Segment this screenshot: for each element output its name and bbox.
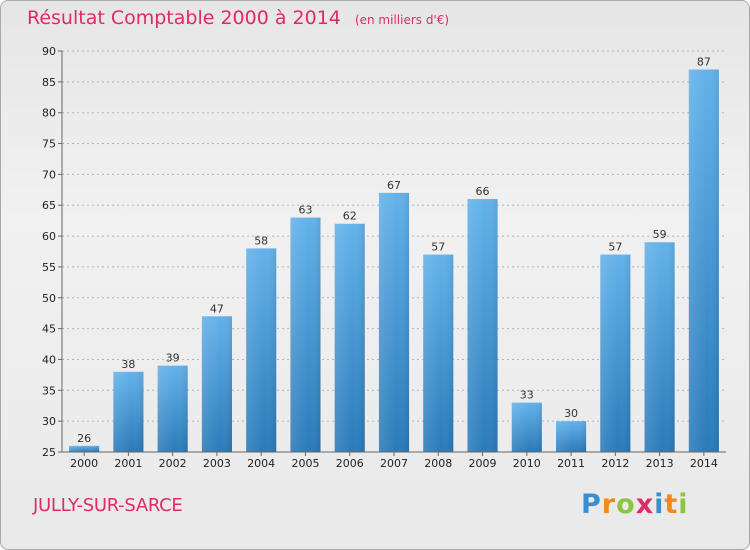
- y-tick-label: 85: [42, 76, 56, 89]
- x-tick-label: 2008: [424, 457, 452, 470]
- y-tick-label: 30: [42, 415, 56, 428]
- bar-shade: [113, 371, 144, 452]
- x-tick-label: 2013: [646, 457, 674, 470]
- bar-value-label: 39: [166, 352, 180, 365]
- y-tick-label: 35: [42, 384, 56, 397]
- bar-shade: [246, 248, 277, 452]
- bar-value-label: 59: [653, 228, 667, 241]
- bars-group: 26 38 39 47 58 63 62 67 57 66 33 30 57 59 87: [69, 56, 719, 452]
- axes: 25 30 35 40 45 50 55 60 65 70 75 80 85 90 2000 2001 2002…: [42, 45, 726, 470]
- bar-shade: [157, 365, 188, 452]
- bar-value-label: 57: [431, 241, 445, 254]
- x-tick-label: 2004: [247, 457, 275, 470]
- y-tick-label: 45: [42, 323, 56, 336]
- bar-value-label: 58: [254, 234, 268, 247]
- y-tick-label: 55: [42, 261, 56, 274]
- x-tick-label: 2002: [159, 457, 187, 470]
- bar-shade: [556, 421, 587, 452]
- bar-shade: [69, 445, 100, 452]
- x-tick-label: 2007: [380, 457, 408, 470]
- bar-value-label: 33: [520, 389, 534, 402]
- bar-shade: [600, 254, 631, 452]
- y-tick-label: 80: [42, 107, 56, 120]
- x-tick-label: 2003: [203, 457, 231, 470]
- bar-value-label: 63: [298, 204, 312, 217]
- x-tick-label: 2012: [601, 457, 629, 470]
- y-tick-label: 70: [42, 168, 56, 181]
- proxiti-logo: Proxiti: [581, 489, 689, 520]
- x-tick-label: 2011: [557, 457, 585, 470]
- x-tick-label: 2010: [513, 457, 541, 470]
- bar-value-label: 62: [343, 210, 357, 223]
- x-tick-label: 2005: [291, 457, 319, 470]
- bar-shade: [644, 242, 675, 452]
- x-tick-label: 2000: [70, 457, 98, 470]
- bar-value-label: 87: [697, 56, 711, 69]
- y-tick-label: 90: [42, 45, 56, 58]
- x-tick-label: 2006: [336, 457, 364, 470]
- chart-unit: (en milliers d'€): [354, 13, 450, 27]
- y-tick-label: 65: [42, 199, 56, 212]
- bar-shade: [688, 69, 719, 452]
- bar-value-label: 67: [387, 179, 401, 192]
- chart-title-text: Résultat Comptable 2000 à 2014: [27, 7, 341, 29]
- bar-shade: [423, 254, 454, 452]
- y-tick-label: 75: [42, 138, 56, 151]
- bar-value-label: 57: [608, 241, 622, 254]
- y-tick-label: 25: [42, 446, 56, 459]
- y-tick-label: 50: [42, 292, 56, 305]
- bar-shade: [511, 402, 542, 452]
- bar-value-label: 26: [77, 432, 91, 445]
- location-name: JULLY-SUR-SARCE: [33, 495, 183, 516]
- bar-value-label: 38: [121, 358, 135, 371]
- bar-value-label: 30: [564, 407, 578, 420]
- bar-shade: [290, 217, 321, 452]
- bar-shade: [378, 192, 410, 452]
- bar-value-label: 66: [476, 185, 490, 198]
- x-tick-label: 2009: [469, 457, 497, 470]
- bar-shade: [467, 199, 498, 452]
- chart-title: Résultat Comptable 2000 à 2014 (en milli…: [27, 7, 449, 29]
- y-tick-label: 60: [42, 230, 56, 243]
- bar-value-label: 47: [210, 302, 224, 315]
- bar-shade: [201, 316, 232, 452]
- bar-shade: [334, 223, 365, 452]
- x-tick-label: 2001: [114, 457, 142, 470]
- y-tick-label: 40: [42, 353, 56, 366]
- x-tick-label: 2014: [690, 457, 718, 470]
